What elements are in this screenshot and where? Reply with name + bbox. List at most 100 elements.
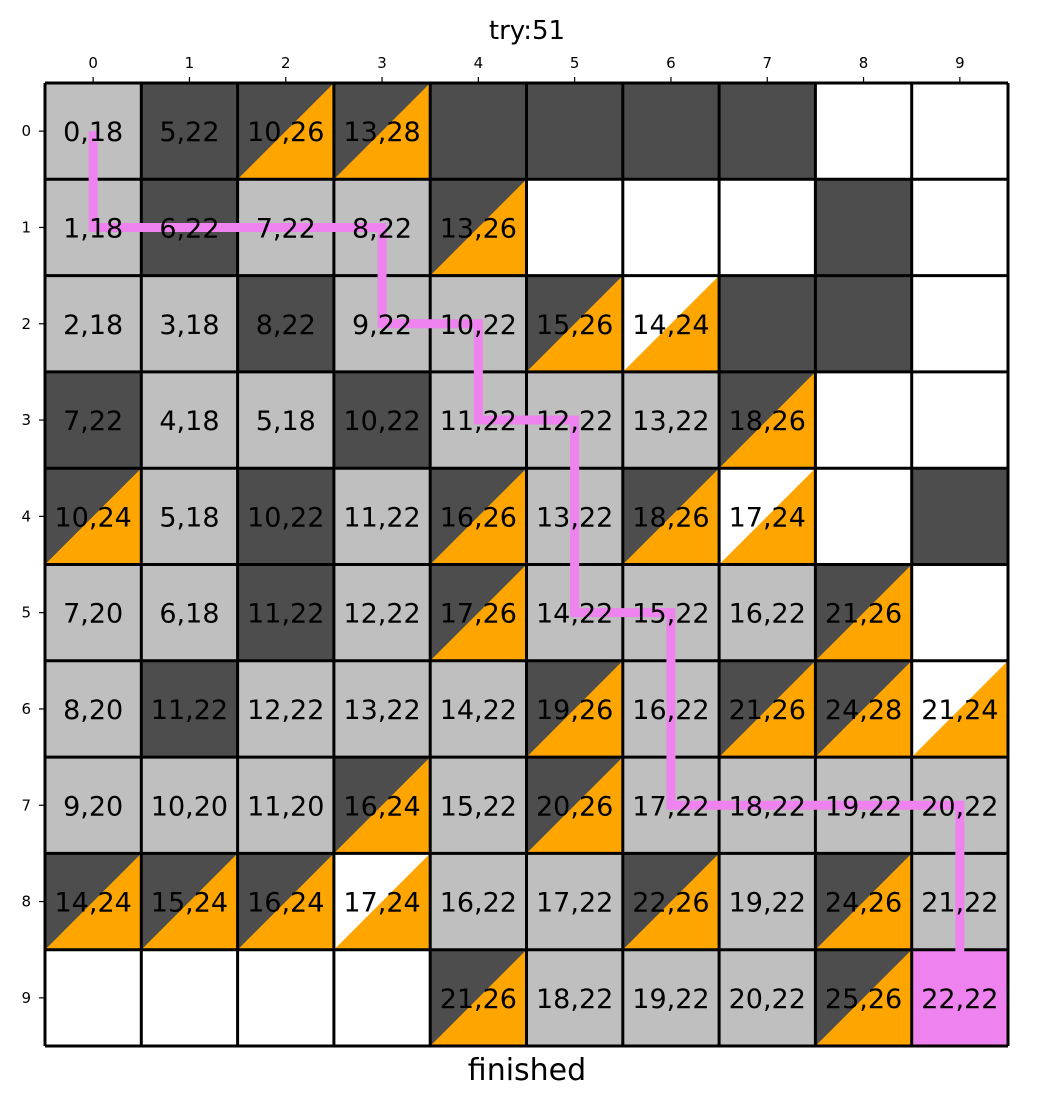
- cell-label: 5,18: [159, 502, 219, 533]
- empty-cell-3-8: [815, 371, 912, 469]
- cell-label: 17,22: [632, 791, 709, 822]
- cell-background: [45, 757, 142, 854]
- frontier-cell-3-7: [719, 371, 816, 469]
- frontier-triangle: [815, 949, 912, 1046]
- visited-cell-3-1: [141, 371, 238, 469]
- y-tick-label: 7: [21, 796, 31, 814]
- cell-background: [45, 660, 142, 758]
- x-tick-label: 7: [762, 54, 772, 72]
- x-tick-label: 0: [88, 54, 98, 72]
- obstacle-cell-2-8: [815, 275, 912, 372]
- frontier-triangle: [430, 949, 527, 1046]
- x-tick-label: 5: [570, 54, 580, 72]
- obstacle-cell-0-6: [622, 83, 720, 180]
- frontier-cell-2-6: [622, 275, 720, 372]
- cell-label: 5,22: [159, 117, 219, 148]
- cell-label: 10,26: [247, 117, 324, 148]
- cell-label: 16,24: [247, 888, 324, 919]
- empty-cell-5-9: [911, 564, 1008, 661]
- frontier-triangle: [622, 275, 720, 372]
- visited-cell-8-4: [430, 853, 527, 950]
- frontier-triangle: [526, 275, 623, 372]
- y-tick-label: 5: [21, 604, 31, 622]
- frontier-cell-9-8: [815, 949, 912, 1046]
- frontier-triangle: [911, 660, 1008, 758]
- frontier-cell-0-3: [333, 83, 431, 180]
- frontier-cell-7-3: [333, 757, 431, 854]
- cell-label: 15,26: [536, 310, 613, 341]
- cell-background: [719, 564, 816, 661]
- cell-label: 4,18: [159, 406, 219, 437]
- cell-background: [333, 468, 431, 565]
- cell-label: 19,26: [536, 695, 613, 726]
- frontier-triangle: [526, 757, 623, 854]
- visited-cell-6-3: [333, 660, 431, 758]
- frontier-cell-6-7: [719, 660, 816, 758]
- frontier-cell-8-2: [237, 853, 334, 950]
- cell-label: 16,22: [440, 888, 517, 919]
- cell-label: 10,24: [55, 502, 132, 533]
- visited-cell-5-7: [719, 564, 816, 661]
- cell-label: 8,20: [63, 695, 123, 726]
- frontier-cell-8-6: [622, 853, 720, 950]
- cell-background: [815, 275, 912, 372]
- solution-path: [88, 131, 965, 998]
- frontier-cell-5-4: [430, 564, 527, 661]
- path-layer: [88, 131, 965, 998]
- cell-label: 17,26: [440, 599, 517, 630]
- obstacle-cell-1-8: [815, 179, 912, 276]
- visited-cell-7-2: [237, 757, 334, 854]
- cell-label: 12,22: [343, 599, 420, 630]
- empty-cell-0-9: [911, 83, 1008, 180]
- cell-background: [45, 564, 142, 661]
- obstacle-cell-0-5: [526, 83, 623, 180]
- cell-background: [141, 757, 238, 854]
- empty-cell-0-8: [815, 83, 912, 180]
- frontier-cell-9-4: [430, 949, 527, 1046]
- cell-label: 21,24: [921, 695, 998, 726]
- cell-background: [911, 371, 1008, 469]
- cell-label: 14,24: [55, 888, 132, 919]
- empty-cell-9-2: [237, 949, 334, 1046]
- cell-background: [622, 371, 720, 469]
- frontier-triangle: [622, 468, 720, 565]
- frontier-cell-8-3: [333, 853, 431, 950]
- frontier-triangle: [237, 83, 334, 180]
- cell-background: [430, 757, 527, 854]
- cell-background: [430, 660, 527, 758]
- cell-background: [526, 949, 623, 1046]
- obstacle-cell-5-2: [237, 564, 334, 661]
- cell-background: [815, 179, 912, 276]
- x-tick-label: 8: [859, 54, 869, 72]
- cell-label: 17,24: [729, 502, 806, 533]
- cell-background: [237, 564, 334, 661]
- cell-label: 6,18: [159, 599, 219, 630]
- cell-label: 24,26: [825, 888, 902, 919]
- frontier-triangle: [719, 468, 816, 565]
- frontier-triangle: [526, 660, 623, 758]
- cell-label: 8,22: [352, 213, 412, 244]
- cell-label: 10,22: [440, 310, 517, 341]
- empty-cell-4-8: [815, 468, 912, 565]
- visited-cell-4-1: [141, 468, 238, 565]
- cell-background: [526, 179, 623, 276]
- obstacle-cell-0-4: [430, 83, 527, 180]
- frontier-triangle: [719, 371, 816, 469]
- visited-cell-4-3: [333, 468, 431, 565]
- frontier-cell-1-4: [430, 179, 527, 276]
- cell-background: [719, 949, 816, 1046]
- y-tick-label: 9: [21, 989, 31, 1007]
- cell-background: [333, 660, 431, 758]
- cell-background: [237, 371, 334, 469]
- cell-label: 22,22: [921, 984, 998, 1015]
- y-tick-label: 8: [21, 893, 31, 911]
- cell-background: [911, 83, 1008, 180]
- visited-cell-8-7: [719, 853, 816, 950]
- cell-label: 10,20: [151, 791, 228, 822]
- y-tick-label: 1: [21, 218, 31, 236]
- cell-label: 16,24: [343, 791, 420, 822]
- cell-label: 11,22: [151, 695, 228, 726]
- cell-label: 11,22: [440, 406, 517, 437]
- y-tick-label: 0: [21, 122, 31, 140]
- obstacle-cell-4-9: [911, 468, 1008, 565]
